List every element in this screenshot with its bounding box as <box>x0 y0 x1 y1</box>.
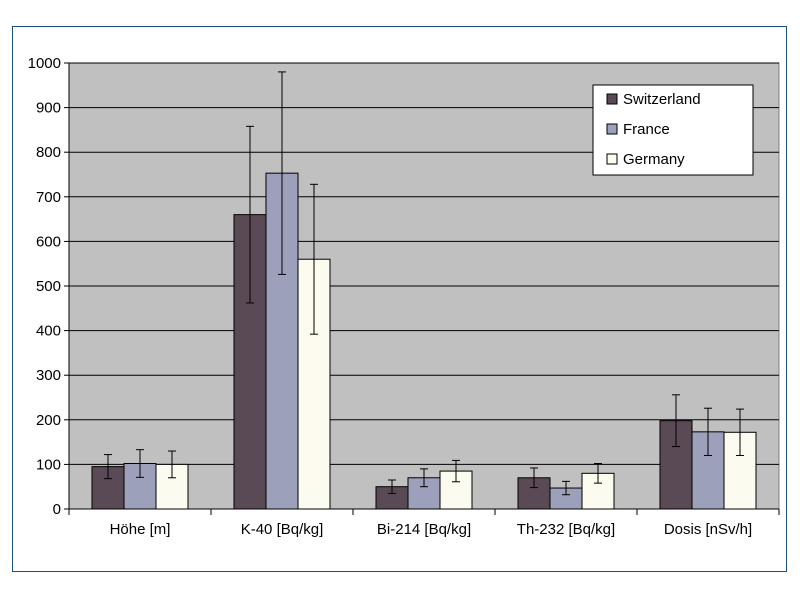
x-tick-label: Höhe [m] <box>110 521 171 538</box>
y-tick-label: 200 <box>36 412 61 429</box>
y-tick-label: 400 <box>36 323 61 340</box>
legend-label-switzerland: Switzerland <box>623 91 701 108</box>
x-tick-label: Bi-214 [Bq/kg] <box>377 521 471 538</box>
legend-swatch-germany <box>606 153 618 165</box>
y-tick-label: 500 <box>36 278 61 295</box>
y-tick-label: 800 <box>36 144 61 161</box>
legend <box>592 84 754 176</box>
legend-swatch-france <box>606 123 618 135</box>
y-tick-label: 900 <box>36 100 61 117</box>
x-tick-label: K-40 [Bq/kg] <box>241 521 324 538</box>
legend-label-france: France <box>623 121 670 138</box>
y-tick-label: 300 <box>36 367 61 384</box>
x-tick-label: Dosis [nSv/h] <box>664 521 752 538</box>
y-tick-label: 100 <box>36 456 61 473</box>
y-tick-label: 0 <box>53 501 61 518</box>
x-tick-label: Th-232 [Bq/kg] <box>517 521 615 538</box>
y-tick-label: 600 <box>36 233 61 250</box>
legend-swatch-switzerland <box>606 93 618 105</box>
y-tick-label: 1000 <box>28 55 61 72</box>
y-tick-label: 700 <box>36 189 61 206</box>
legend-label-germany: Germany <box>623 151 685 168</box>
